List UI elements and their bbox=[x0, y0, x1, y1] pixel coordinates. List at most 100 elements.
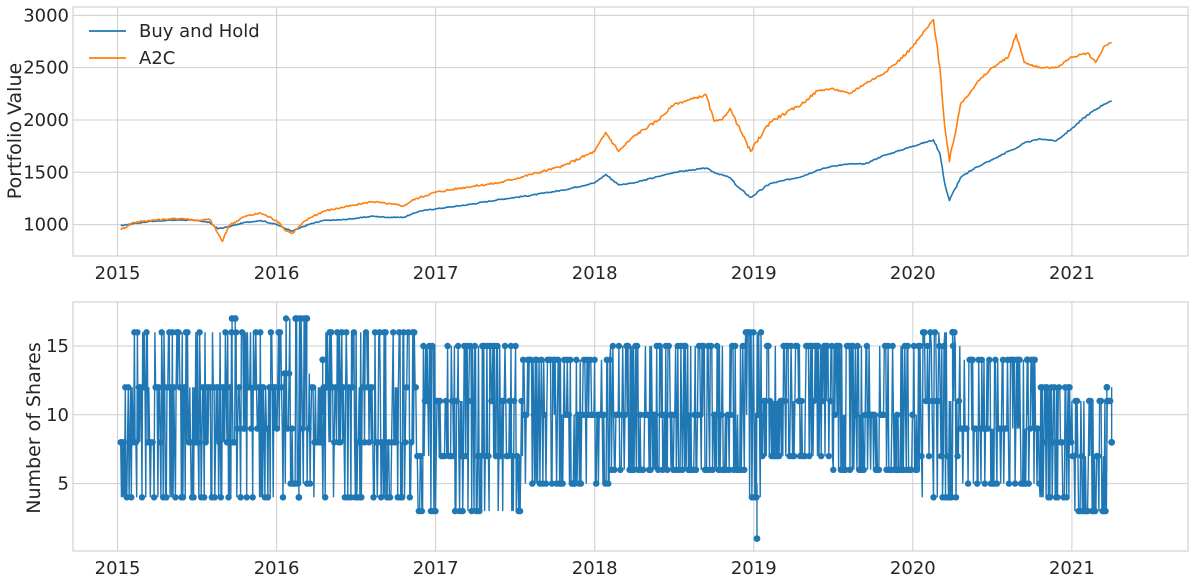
shares-point bbox=[163, 494, 170, 501]
shares-point bbox=[1027, 425, 1034, 432]
shares-point bbox=[252, 329, 259, 336]
shares-point bbox=[593, 480, 600, 487]
shares-point bbox=[871, 411, 878, 418]
y-tick-label-5: 5 bbox=[58, 474, 69, 495]
shares-point bbox=[331, 439, 338, 446]
shares-point bbox=[913, 466, 921, 473]
x-tick-label-2018: 2018 bbox=[572, 263, 618, 284]
shares-point bbox=[399, 494, 406, 501]
shares-point bbox=[402, 439, 409, 446]
shares-point bbox=[338, 329, 345, 336]
shares-point bbox=[386, 494, 394, 501]
shares-point bbox=[801, 452, 808, 460]
shares-point bbox=[831, 411, 838, 418]
x-tick-label-2018: 2018 bbox=[572, 558, 618, 579]
shares-point bbox=[999, 356, 1007, 363]
shares-point bbox=[842, 466, 849, 473]
shares-point bbox=[1043, 384, 1051, 391]
shares-point bbox=[1091, 507, 1099, 515]
shares-point bbox=[285, 370, 293, 377]
shares-point bbox=[824, 342, 831, 350]
shares-point bbox=[441, 452, 448, 460]
shares-point bbox=[128, 494, 135, 501]
shares-point bbox=[766, 397, 774, 405]
shares-point bbox=[1094, 452, 1102, 460]
shares-point bbox=[424, 397, 432, 405]
shares-point bbox=[739, 342, 746, 350]
shares-point bbox=[448, 397, 456, 405]
shares-point bbox=[507, 342, 515, 350]
shares-point bbox=[306, 480, 314, 487]
shares-point bbox=[349, 384, 356, 391]
shares-point bbox=[854, 342, 861, 350]
shares-point bbox=[574, 411, 582, 418]
y-tick-label-1000: 1000 bbox=[23, 215, 69, 236]
shares-point bbox=[818, 452, 825, 460]
series-line-a2c bbox=[120, 18, 1112, 243]
shares-point bbox=[272, 384, 279, 391]
shares-point bbox=[611, 466, 618, 473]
shares-point bbox=[1011, 480, 1019, 487]
shares-point bbox=[679, 466, 686, 473]
shares-point bbox=[647, 466, 654, 473]
shares-point bbox=[916, 342, 924, 350]
shares-point bbox=[559, 480, 566, 487]
shares-point bbox=[242, 425, 249, 432]
shares-point bbox=[1107, 397, 1114, 405]
shares-point bbox=[1063, 494, 1070, 501]
shares-point bbox=[169, 329, 176, 336]
shares-point bbox=[260, 384, 267, 391]
x-tick-label-2016: 2016 bbox=[254, 558, 300, 579]
shares-point bbox=[305, 425, 312, 432]
shares-point bbox=[577, 480, 585, 487]
shares-point bbox=[150, 494, 158, 501]
shares-point bbox=[501, 342, 509, 350]
shares-point bbox=[1066, 384, 1073, 391]
shares-point bbox=[697, 411, 704, 418]
shares-point bbox=[411, 329, 418, 336]
shares-point bbox=[211, 494, 218, 501]
shares-point bbox=[299, 425, 306, 432]
shares-point bbox=[762, 397, 769, 405]
shares-point bbox=[1073, 397, 1081, 405]
shares-point bbox=[184, 329, 191, 336]
shares-point bbox=[470, 397, 477, 405]
portfolio-value-chart: 2015 2016 2017 2018 2019 2020 2021 1000 1500 200… bbox=[4, 5, 1189, 284]
shares-point bbox=[922, 397, 930, 405]
shares-point bbox=[249, 494, 256, 501]
shares-point bbox=[554, 356, 562, 363]
shares-point bbox=[530, 411, 537, 418]
shares-point bbox=[476, 507, 483, 515]
shares-point bbox=[1025, 480, 1032, 487]
legend: Buy and Hold A2C bbox=[89, 21, 260, 69]
shares-point bbox=[1002, 425, 1010, 432]
y-tick-label-3000: 3000 bbox=[23, 5, 69, 26]
shares-point bbox=[267, 329, 275, 336]
shares-point bbox=[798, 397, 805, 405]
shares-point bbox=[732, 342, 739, 350]
shares-point bbox=[712, 411, 719, 418]
shares-point bbox=[1036, 480, 1043, 487]
shares-point bbox=[281, 370, 288, 377]
shares-point bbox=[1034, 425, 1042, 432]
series-layer bbox=[120, 18, 1112, 243]
shares-point bbox=[246, 384, 253, 391]
shares-point bbox=[234, 425, 241, 432]
shares-point bbox=[1078, 452, 1085, 460]
shares-point bbox=[319, 439, 326, 446]
shares-point bbox=[1097, 397, 1105, 405]
shares-point bbox=[993, 480, 1001, 487]
shares-point bbox=[1084, 507, 1091, 515]
shares-point bbox=[361, 439, 368, 446]
legend-label-a2c: A2C bbox=[139, 48, 175, 69]
shares-point bbox=[1046, 494, 1054, 501]
shares-point bbox=[1031, 356, 1039, 363]
shares-point bbox=[934, 397, 942, 405]
shares-point bbox=[420, 342, 427, 350]
shares-point bbox=[176, 384, 184, 391]
x-tick-label-2020: 2020 bbox=[890, 558, 936, 579]
shares-point bbox=[243, 494, 250, 501]
shares-point bbox=[477, 452, 484, 460]
shares-point bbox=[992, 356, 999, 363]
